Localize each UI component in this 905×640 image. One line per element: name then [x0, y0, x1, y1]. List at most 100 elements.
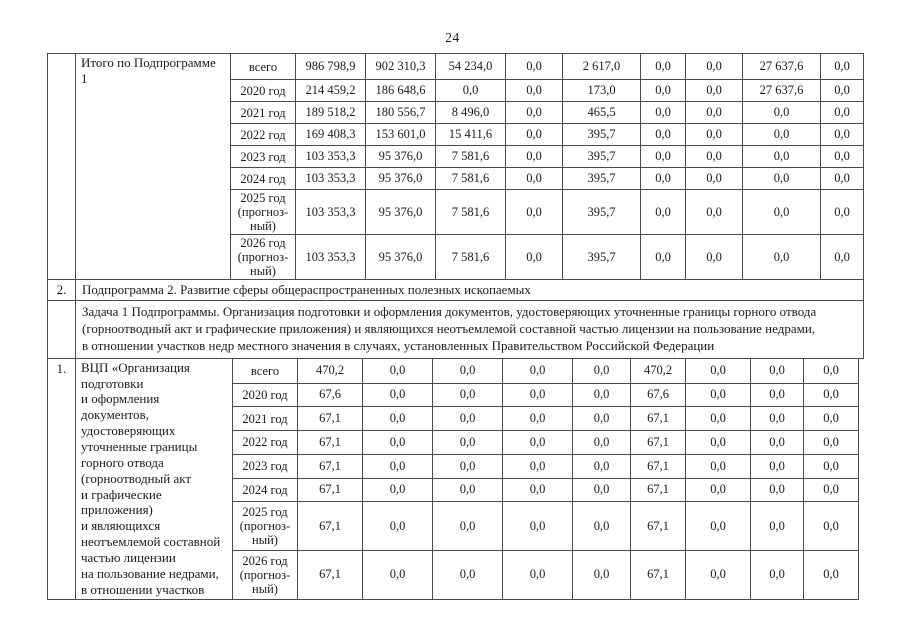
value-cell: 7 581,6 [435, 167, 506, 190]
value-cell: 95 376,0 [365, 145, 436, 168]
section-title-cell: Итого по Подпрограмме 1 [75, 53, 231, 280]
value-cell: 395,7 [562, 123, 641, 146]
value-cell: 7 581,6 [435, 234, 506, 280]
value-cell: 0,0 [803, 382, 859, 408]
value-cell: 0,0 [572, 477, 631, 503]
table-row: 2025 год (прогноз- ный) 103 353,3 95 376,0… [48, 189, 864, 235]
table-row: 2025 год (прогноз- ный) 67,1 0,0 0,0 0,0 0,0 6… [48, 501, 859, 551]
value-cell: 0,0 [685, 453, 751, 479]
value-cell: 189 518,2 [295, 101, 366, 124]
table-row: 2021 год 67,1 0,0 0,0 0,0 0,0 67,1 0,0 0,0 0,0 [48, 406, 859, 432]
value-cell: 67,1 [297, 453, 363, 479]
value-cell: 153 601,0 [365, 123, 436, 146]
value-cell: 0,0 [750, 406, 804, 432]
section-title-cell: ВЦП «Организация подготовки и оформления… [75, 357, 233, 600]
value-cell: 0,0 [572, 430, 631, 455]
value-cell: 8 496,0 [435, 101, 506, 124]
value-cell: 0,0 [432, 406, 503, 432]
table-row: 2026 год (прогноз- ный) 103 353,3 95 376,0… [48, 234, 864, 280]
value-cell: 0,0 [685, 382, 751, 408]
value-cell: 0,0 [640, 101, 686, 124]
value-cell: 0,0 [572, 406, 631, 432]
table-row: 2020 год 214 459,2 186 648,6 0,0 0,0 173,0 0,0… [48, 79, 864, 102]
value-cell: 0,0 [432, 501, 503, 551]
value-cell: 0,0 [502, 477, 573, 503]
value-cell: 0,0 [685, 123, 743, 146]
value-cell: 0,0 [742, 167, 821, 190]
value-cell: 0,0 [362, 430, 433, 455]
value-cell: 0,0 [820, 53, 864, 80]
value-cell: 67,1 [630, 501, 686, 551]
period-cell: 2025 год (прогноз- ный) [232, 501, 298, 551]
value-cell: 0,0 [742, 234, 821, 280]
value-cell: 0,0 [685, 406, 751, 432]
value-cell: 0,0 [505, 101, 563, 124]
value-cell: 0,0 [803, 357, 859, 384]
value-cell: 0,0 [685, 357, 751, 384]
value-cell: 0,0 [750, 430, 804, 455]
period-cell: 2026 год (прогноз- ный) [230, 234, 296, 280]
value-cell: 0,0 [820, 123, 864, 146]
value-cell: 470,2 [297, 357, 363, 384]
value-cell: 54 234,0 [435, 53, 506, 80]
value-cell: 186 648,6 [365, 79, 436, 102]
value-cell: 0,0 [505, 167, 563, 190]
value-cell: 0,0 [502, 549, 573, 600]
period-cell: 2020 год [230, 79, 296, 102]
value-cell: 395,7 [562, 189, 641, 235]
period-cell: всего [230, 53, 296, 80]
value-cell: 67,1 [297, 501, 363, 551]
value-cell: 0,0 [362, 477, 433, 503]
value-cell: 0,0 [750, 477, 804, 503]
value-cell: 67,6 [297, 382, 363, 408]
value-cell: 0,0 [572, 549, 631, 600]
value-cell: 0,0 [685, 145, 743, 168]
period-cell: 2022 год [232, 430, 298, 455]
value-cell: 95 376,0 [365, 189, 436, 235]
value-cell: 173,0 [562, 79, 641, 102]
period-cell: 2020 год [232, 382, 298, 408]
value-cell: 0,0 [432, 430, 503, 455]
value-cell: 470,2 [630, 357, 686, 384]
value-cell: 27 637,6 [742, 53, 821, 80]
value-cell: 0,0 [640, 145, 686, 168]
value-cell: 0,0 [505, 123, 563, 146]
value-cell: 67,1 [297, 477, 363, 503]
subprogram1-totals-table: Итого по Подпрограмме 1 всего 986 798,9 902… [47, 53, 864, 280]
period-cell: 2021 год [230, 101, 296, 124]
value-cell: 0,0 [685, 430, 751, 455]
value-cell: 103 353,3 [295, 167, 366, 190]
value-cell: 95 376,0 [365, 167, 436, 190]
value-cell: 395,7 [562, 145, 641, 168]
value-cell: 0,0 [685, 101, 743, 124]
value-cell: 95 376,0 [365, 234, 436, 280]
value-cell: 395,7 [562, 234, 641, 280]
value-cell: 103 353,3 [295, 189, 366, 235]
value-cell: 7 581,6 [435, 189, 506, 235]
period-cell: 2024 год [230, 167, 296, 190]
value-cell: 0,0 [803, 406, 859, 432]
value-cell: 67,1 [297, 549, 363, 600]
value-cell: 0,0 [640, 167, 686, 190]
value-cell: 902 310,3 [365, 53, 436, 80]
value-cell: 0,0 [820, 189, 864, 235]
subprogram2-heading-table: 2. Подпрограмма 2. Развитие сферы общера… [47, 279, 864, 359]
value-cell: 0,0 [572, 501, 631, 551]
table-row: 2023 год 67,1 0,0 0,0 0,0 0,0 67,1 0,0 0,0 0,0 [48, 453, 859, 479]
table-row: 2020 год 67,6 0,0 0,0 0,0 0,0 67,6 0,0 0,0 0,0 [48, 382, 859, 408]
table-row: Итого по Подпрограмме 1 всего 986 798,9 902… [47, 53, 864, 280]
table-row: 1. ВЦП «Организация подготовки и оформлен… [47, 357, 859, 600]
value-cell: 0,0 [803, 501, 859, 551]
value-cell: 67,1 [630, 406, 686, 432]
table-row: 2024 год 103 353,3 95 376,0 7 581,6 0,0 395,7… [48, 167, 864, 190]
table-row: Задача 1 Подпрограммы. Организация подго… [47, 300, 864, 359]
value-cell: 0,0 [750, 501, 804, 551]
value-cell: 103 353,3 [295, 145, 366, 168]
value-cell: 0,0 [640, 79, 686, 102]
value-cell: 0,0 [362, 501, 433, 551]
value-cell: 0,0 [685, 79, 743, 102]
period-cell: 2025 год (прогноз- ный) [230, 189, 296, 235]
value-cell: 0,0 [640, 189, 686, 235]
period-cell: всего [232, 357, 298, 384]
